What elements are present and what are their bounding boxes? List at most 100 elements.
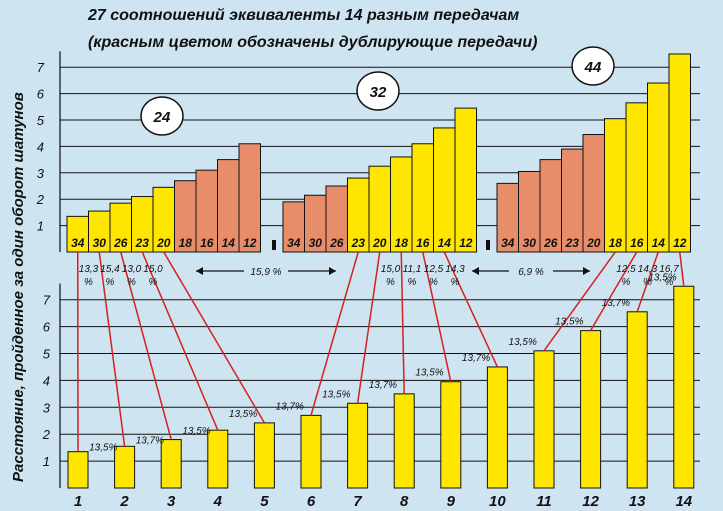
step-label: 14,3% (638, 264, 658, 288)
step-increase-label: 13,7% (369, 380, 397, 391)
arrow-head (583, 267, 590, 275)
cog-label: 16 (200, 236, 214, 250)
step-unit: % (106, 277, 115, 288)
step-increase-label: 13,7% (136, 436, 164, 447)
mapping-line (400, 251, 405, 394)
gear-bar (347, 402, 369, 489)
y-tick-label: 6 (43, 320, 51, 335)
step-unit: % (127, 277, 136, 288)
cog-label: 12 (243, 236, 257, 250)
arrow-head (329, 267, 336, 275)
ratio-bar (604, 118, 627, 253)
cog-label: 14 (438, 236, 452, 250)
cog-label: 23 (351, 236, 366, 250)
step-unit: % (665, 277, 674, 288)
step-label: 15,0% (381, 264, 401, 288)
cog-label: 30 (93, 236, 107, 250)
x-tick-label: 11 (536, 493, 552, 510)
gear-bar (486, 366, 508, 489)
ratio-bar (582, 134, 605, 253)
chainring-label: 44 (584, 59, 602, 76)
gear-bar (533, 350, 555, 489)
mapping-line (636, 251, 659, 313)
mapping-lines (77, 251, 685, 452)
gear-bar (393, 393, 415, 489)
gap-bg (244, 263, 288, 277)
step-unit: % (429, 277, 438, 288)
ratio-bar (647, 82, 670, 253)
step-label: 16,7% (659, 264, 679, 288)
cog-label: 23 (565, 236, 580, 250)
top-bars: 34 30 26 23 20 18 16 14 12 34 30 26 23 20 18 16 14 12 34 30… (66, 53, 691, 253)
mapping-line (589, 251, 638, 332)
x-tick-label: 14 (675, 493, 692, 510)
group-divider (486, 240, 490, 250)
x-tick-label: 13 (629, 493, 646, 510)
cog-label: 12 (459, 236, 473, 250)
cog-label: 26 (329, 236, 344, 250)
y-tick-label: 1 (43, 454, 50, 469)
cog-label: 23 (135, 236, 150, 250)
mapping-line (422, 251, 452, 382)
gear-bar (114, 445, 136, 489)
step-label: 13,3% (79, 264, 99, 288)
cog-label: 18 (179, 236, 193, 250)
gear-bar (253, 422, 275, 489)
step-label: 15,4% (100, 264, 120, 288)
step-unit: % (149, 277, 158, 288)
x-tick-label: 4 (213, 493, 223, 510)
x-tick-label: 10 (489, 493, 506, 510)
cog-label: 26 (543, 236, 558, 250)
step-value: 14,3 (445, 264, 465, 275)
step-value: 14,3 (638, 264, 658, 275)
x-tick-label: 7 (353, 493, 362, 510)
y-tick-label: 3 (37, 166, 45, 181)
cog-label: 34 (287, 236, 301, 250)
ratio-bar (668, 53, 691, 253)
step-increase-label: 13,7% (462, 353, 490, 364)
y-tick-label: 5 (43, 347, 51, 362)
y-tick-label: 2 (42, 427, 51, 442)
ratio-bar (433, 127, 456, 253)
step-value: 11,1 (403, 264, 422, 275)
x-tick-label: 6 (307, 493, 316, 510)
chainring-circle (571, 46, 615, 86)
y-tick-label: 7 (37, 60, 45, 75)
gear-bar (207, 429, 229, 489)
gear-bar (673, 285, 695, 489)
step-unit: % (84, 277, 93, 288)
mapping-line (141, 251, 219, 431)
x-tick-label: 5 (260, 493, 269, 510)
cog-label: 20 (372, 236, 387, 250)
mapping-line (163, 251, 266, 424)
mapping-line (356, 251, 381, 404)
step-label: 15,0% (143, 264, 163, 288)
y-tick-label: 4 (37, 139, 44, 154)
gear-bar (67, 451, 89, 489)
gap-bg (509, 263, 553, 277)
step-label: 12,5% (616, 264, 636, 288)
cog-label: 16 (416, 236, 430, 250)
step-value: 15,0 (143, 264, 163, 275)
chainring-label: 24 (153, 109, 171, 126)
step-unit: % (408, 277, 417, 288)
mapping-line (120, 251, 172, 440)
cog-label: 30 (309, 236, 323, 250)
chart-title: 27 соотношений эквиваленты 14 разным пер… (87, 7, 519, 24)
step-value: 13,0 (122, 264, 142, 275)
gap-label: 6,9 % (518, 267, 544, 278)
cog-label: 20 (156, 236, 171, 250)
chainring-circle (140, 96, 184, 136)
bottom-bars: 1 2 3 4 5 6 7 8 9 10 11 12 13 14 (67, 285, 695, 510)
ratio-bar (238, 143, 261, 253)
step-value: 13,3 (79, 264, 99, 275)
step-increase-label: 13,5% (648, 272, 676, 283)
gap-label: 15,9 % (250, 267, 281, 278)
step-value: 15,0 (381, 264, 401, 275)
ratio-bar (625, 102, 648, 253)
mapping-line (310, 251, 359, 416)
step-unit: % (386, 277, 395, 288)
cog-label: 18 (609, 236, 623, 250)
